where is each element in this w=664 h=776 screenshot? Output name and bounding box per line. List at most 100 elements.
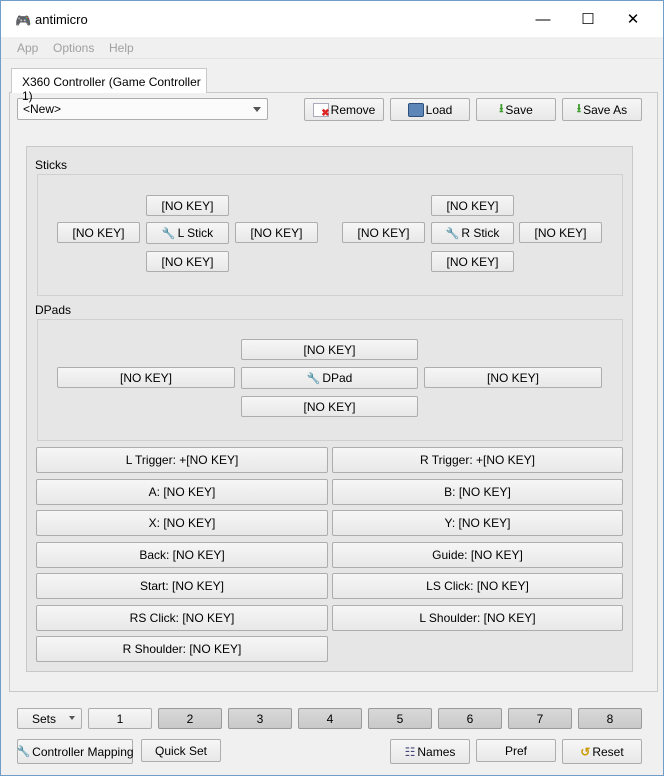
profile-select[interactable]: <New> <box>17 98 268 120</box>
names-icon: ☷ <box>404 744 416 759</box>
remove-button[interactable]: ✖ Remove <box>304 98 384 121</box>
controller-button-3[interactable]: B: [NO KEY] <box>332 478 623 505</box>
wrench-icon: 🔧 <box>161 227 176 240</box>
save-button[interactable]: ⭳ Save <box>476 98 556 121</box>
menu-options[interactable]: Options <box>53 41 95 55</box>
controller-button-5[interactable]: Y: [NO KEY] <box>332 510 623 536</box>
controller-button-8[interactable]: Start: [NO KEY] <box>36 573 328 599</box>
controller-button-11-label: L Shoulder: [NO KEY] <box>419 610 536 625</box>
left-stick-down-button[interactable]: [NO KEY] <box>146 251 229 272</box>
left-stick-right-button[interactable]: [NO KEY] <box>235 222 318 243</box>
load-button[interactable]: Load <box>390 98 470 121</box>
pref-button-label: Pref <box>504 743 527 758</box>
controller-button-4[interactable]: X: [NO KEY] <box>36 510 328 536</box>
controller-button-11[interactable]: L Shoulder: [NO KEY] <box>332 604 623 631</box>
controller-button-10[interactable]: RS Click: [NO KEY] <box>36 604 328 631</box>
set-button-6[interactable]: 6 <box>438 708 502 729</box>
dpad-up-button[interactable]: [NO KEY] <box>241 339 418 360</box>
dpad-down-button[interactable]: [NO KEY] <box>241 396 418 417</box>
wrench-icon: 🔧 <box>445 227 460 240</box>
sets-label: Sets <box>32 711 57 726</box>
right-stick-left-button[interactable]: [NO KEY] <box>342 222 425 243</box>
title-bar: 🎮 antimicro — ☐ ✕ <box>1 1 663 37</box>
controller-button-7[interactable]: Guide: [NO KEY] <box>332 541 623 568</box>
set-button-7[interactable]: 7 <box>508 708 572 729</box>
pref-button[interactable]: Pref <box>476 739 556 762</box>
dpad-up-button-label: [NO KEY] <box>303 342 356 357</box>
controller-button-10-label: RS Click: [NO KEY] <box>129 610 235 625</box>
controller-button-0[interactable]: L Trigger: +[NO KEY] <box>36 447 328 473</box>
save-as-icon: ⭳ <box>576 101 582 115</box>
controller-button-12[interactable]: R Shoulder: [NO KEY] <box>36 636 328 662</box>
menu-app[interactable]: App <box>17 41 39 55</box>
folder-icon <box>407 102 424 117</box>
dpad-right-button-label: [NO KEY] <box>486 370 539 385</box>
left-stick-button[interactable]: 🔧 L Stick <box>146 222 229 244</box>
sets-dropdown[interactable]: Sets <box>17 708 82 729</box>
dpads-label: DPads <box>35 303 72 317</box>
right-stick-down-button[interactable]: [NO KEY] <box>431 251 514 272</box>
menu-bar: App Options Help <box>1 37 663 59</box>
controller-button-9[interactable]: LS Click: [NO KEY] <box>332 573 623 599</box>
quick-set-button-label: Quick Set <box>154 743 208 758</box>
right-stick-up-button[interactable]: [NO KEY] <box>431 195 514 216</box>
controller-button-8-label: Start: [NO KEY] <box>139 579 225 593</box>
set-button-6-label: 6 <box>466 711 474 726</box>
set-button-5[interactable]: 5 <box>368 708 432 729</box>
controller-button-0-label: L Trigger: +[NO KEY] <box>125 453 239 467</box>
reset-icon: ↺ <box>580 744 591 759</box>
controller-button-1[interactable]: R Trigger: +[NO KEY] <box>332 447 623 473</box>
reset-button[interactable]: ↺ Reset <box>562 739 642 764</box>
gamepad-icon: 🎮 <box>15 13 32 28</box>
controller-mapping-button-label: Controller Mapping <box>32 744 134 759</box>
left-stick-up-button[interactable]: [NO KEY] <box>146 195 229 216</box>
right-stick-up-button-label: [NO KEY] <box>446 198 499 213</box>
controller-button-6[interactable]: Back: [NO KEY] <box>36 541 328 568</box>
dpad-button[interactable]: 🔧 DPad <box>241 367 418 389</box>
menu-help[interactable]: Help <box>109 41 134 55</box>
reset-button-label: Reset <box>592 744 624 759</box>
set-button-3[interactable]: 3 <box>228 708 292 729</box>
quick-set-button[interactable]: Quick Set <box>141 739 221 762</box>
set-button-1[interactable]: 1 <box>88 708 152 729</box>
maximize-button[interactable]: ☐ <box>581 11 595 28</box>
controller-button-4-label: X: [NO KEY] <box>148 516 216 530</box>
right-stick-left-button-label: [NO KEY] <box>357 225 410 240</box>
set-button-8[interactable]: 8 <box>578 708 642 729</box>
remove-icon: ✖ <box>312 102 330 119</box>
set-button-2[interactable]: 2 <box>158 708 222 729</box>
set-button-4-label: 4 <box>326 711 334 726</box>
load-label: Load <box>425 102 453 117</box>
right-stick-right-button[interactable]: [NO KEY] <box>519 222 602 243</box>
close-button[interactable]: ✕ <box>626 11 640 28</box>
dpad-button-label: DPad <box>322 371 353 385</box>
names-button-label: Names <box>417 744 456 759</box>
left-stick-right-button-label: [NO KEY] <box>250 225 303 240</box>
save-as-button[interactable]: ⭳ Save As <box>562 98 642 121</box>
dpad-left-button[interactable]: [NO KEY] <box>57 367 235 388</box>
right-stick-button-label: R Stick <box>461 226 500 240</box>
controller-mapping-button[interactable]: 🔧 Controller Mapping <box>16 739 134 764</box>
chevron-down-icon <box>253 107 261 112</box>
minimize-button[interactable]: — <box>535 11 551 28</box>
wrench-icon: 🔧 <box>16 746 31 758</box>
set-button-3-label: 3 <box>256 711 264 726</box>
set-button-1-label: 1 <box>116 711 124 726</box>
left-stick-left-button-label: [NO KEY] <box>72 225 125 240</box>
left-stick-left-button[interactable]: [NO KEY] <box>57 222 140 243</box>
controller-button-2-label: A: [NO KEY] <box>148 484 216 499</box>
set-button-8-label: 8 <box>606 711 614 726</box>
controller-button-1-label: R Trigger: +[NO KEY] <box>419 453 536 467</box>
controller-button-2[interactable]: A: [NO KEY] <box>36 478 328 505</box>
right-stick-button[interactable]: 🔧 R Stick <box>431 222 514 244</box>
tab-controller[interactable]: X360 Controller (Game Controller 1) <box>11 68 207 103</box>
names-button[interactable]: ☷ Names <box>390 739 470 764</box>
dpad-right-button[interactable]: [NO KEY] <box>424 367 602 388</box>
set-button-7-label: 7 <box>536 711 544 726</box>
controller-button-9-label: LS Click: [NO KEY] <box>426 579 529 593</box>
set-button-4[interactable]: 4 <box>298 708 362 729</box>
window-title: antimicro <box>35 12 88 27</box>
left-stick-up-button-label: [NO KEY] <box>161 198 214 213</box>
save-icon: ⭳ <box>499 101 504 115</box>
